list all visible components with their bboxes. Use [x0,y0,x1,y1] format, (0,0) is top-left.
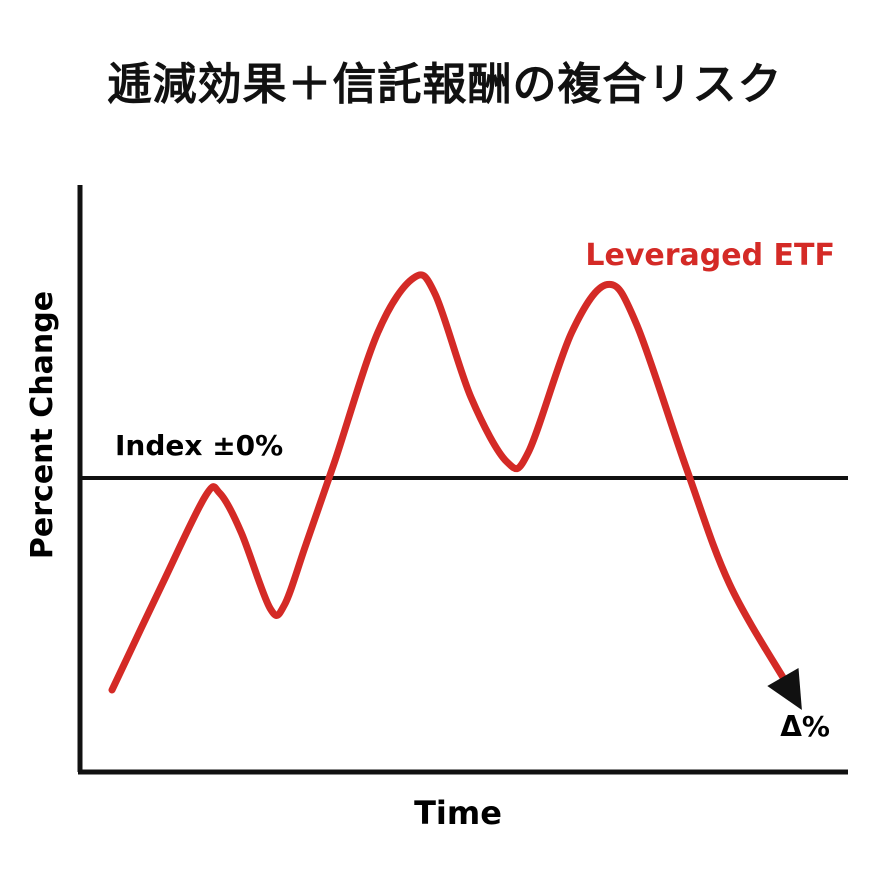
delta-percent-label: Δ% [780,710,830,743]
y-axis-label: Percent Change [25,291,60,559]
series-label-leveraged-etf: Leveraged ETF [585,238,835,273]
chart-title: 逓減効果＋信託報酬の複合リスク [107,59,783,110]
baseline-label: Index ±0% [115,429,283,462]
x-axis-label: Time [414,794,502,832]
series-line-leveraged-etf [108,271,791,694]
arrow-down-icon [767,668,802,710]
